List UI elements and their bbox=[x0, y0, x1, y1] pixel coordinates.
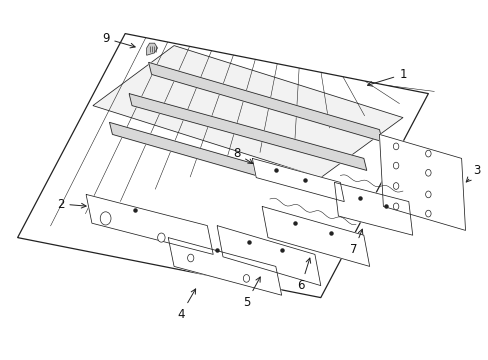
Circle shape bbox=[392, 183, 398, 189]
Polygon shape bbox=[129, 94, 366, 170]
Circle shape bbox=[425, 191, 430, 198]
Polygon shape bbox=[93, 46, 402, 177]
Polygon shape bbox=[217, 226, 320, 285]
Polygon shape bbox=[262, 206, 369, 266]
Circle shape bbox=[243, 275, 249, 282]
Polygon shape bbox=[334, 183, 412, 235]
Text: 6: 6 bbox=[297, 258, 310, 292]
Polygon shape bbox=[379, 134, 465, 230]
Circle shape bbox=[100, 212, 111, 225]
Circle shape bbox=[425, 150, 430, 157]
Text: 4: 4 bbox=[177, 289, 195, 321]
Circle shape bbox=[157, 233, 165, 242]
Circle shape bbox=[425, 210, 430, 217]
Circle shape bbox=[392, 203, 398, 210]
Polygon shape bbox=[18, 33, 427, 298]
Polygon shape bbox=[168, 238, 281, 295]
Circle shape bbox=[392, 162, 398, 169]
Circle shape bbox=[392, 143, 398, 150]
Text: 5: 5 bbox=[242, 277, 260, 309]
Text: 1: 1 bbox=[367, 68, 406, 86]
Text: 7: 7 bbox=[349, 229, 362, 256]
Circle shape bbox=[425, 170, 430, 176]
Polygon shape bbox=[252, 158, 344, 202]
Text: 9: 9 bbox=[102, 32, 135, 48]
Polygon shape bbox=[146, 43, 157, 55]
Text: 3: 3 bbox=[465, 164, 480, 182]
Polygon shape bbox=[109, 122, 346, 202]
Polygon shape bbox=[148, 62, 382, 141]
Text: 2: 2 bbox=[57, 198, 86, 211]
Text: 8: 8 bbox=[232, 147, 252, 163]
Circle shape bbox=[187, 254, 193, 262]
Polygon shape bbox=[86, 194, 213, 255]
